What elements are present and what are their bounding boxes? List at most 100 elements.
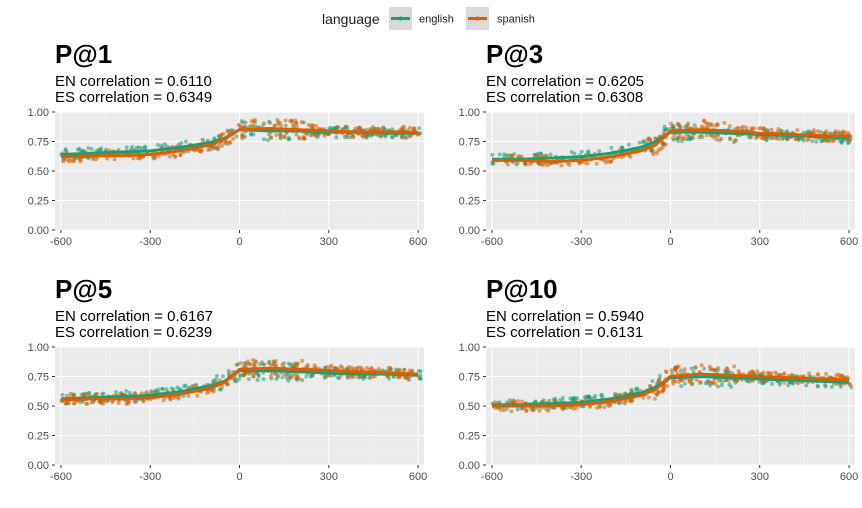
data-point <box>628 399 633 404</box>
data-point <box>509 153 514 158</box>
data-point <box>560 395 565 400</box>
data-point <box>694 378 699 383</box>
legend-item-spanish: spanish <box>466 7 535 30</box>
data-point <box>359 366 364 371</box>
data-point <box>760 135 765 140</box>
data-point <box>691 369 696 374</box>
data-point <box>288 375 293 380</box>
data-point <box>776 126 781 131</box>
data-point <box>124 145 129 150</box>
data-point <box>133 400 138 405</box>
data-point <box>537 408 542 413</box>
data-point <box>725 366 730 371</box>
data-point <box>539 162 544 167</box>
data-point <box>715 368 720 373</box>
data-point <box>212 145 217 150</box>
data-point <box>709 121 714 126</box>
y-tick-label: 1.00 <box>28 342 49 354</box>
data-point <box>160 386 165 391</box>
data-point <box>682 367 687 372</box>
data-point <box>380 125 385 130</box>
y-tick-label: 0.00 <box>28 225 49 237</box>
data-point <box>220 374 225 379</box>
data-point <box>260 123 265 128</box>
data-point <box>597 404 602 409</box>
x-tick-label: 600 <box>840 236 858 248</box>
data-point <box>776 137 781 142</box>
y-tick-label: 0.50 <box>28 166 49 178</box>
data-point <box>399 134 404 139</box>
data-point <box>675 371 680 376</box>
data-point <box>641 395 646 400</box>
data-point <box>712 368 717 373</box>
data-point <box>682 381 687 386</box>
data-point <box>547 398 552 403</box>
data-point <box>629 387 634 392</box>
data-point <box>133 391 138 396</box>
data-point <box>225 382 230 387</box>
data-point <box>603 160 608 165</box>
data-point <box>389 134 394 139</box>
data-point <box>334 135 339 140</box>
data-point <box>244 361 249 366</box>
panel-subtitle-en: EN correlation = 0.6205 <box>486 73 644 90</box>
data-point <box>637 140 642 145</box>
data-point <box>634 386 639 391</box>
data-point <box>285 372 290 377</box>
x-tick-label: 600 <box>840 471 858 483</box>
x-tick-label: 0 <box>236 471 242 483</box>
data-point <box>249 119 254 124</box>
data-point <box>559 163 564 168</box>
data-point <box>646 395 651 400</box>
data-point <box>343 124 348 129</box>
data-point <box>386 365 391 370</box>
data-point <box>781 372 786 377</box>
data-point <box>502 152 507 157</box>
data-point <box>814 139 819 144</box>
data-point <box>287 137 292 142</box>
data-point <box>579 149 584 154</box>
data-point <box>407 125 412 130</box>
data-point <box>732 364 737 369</box>
data-point <box>663 142 668 147</box>
data-point <box>693 365 698 370</box>
data-point <box>214 374 219 379</box>
data-point <box>679 384 684 389</box>
data-point <box>253 359 258 364</box>
data-point <box>314 123 319 128</box>
data-point <box>689 366 694 371</box>
y-tick-label: 0.75 <box>459 372 480 384</box>
data-point <box>113 390 118 395</box>
data-point <box>770 381 775 386</box>
data-point <box>94 392 99 397</box>
data-point <box>509 409 514 414</box>
data-point <box>294 132 299 137</box>
data-point <box>815 384 820 389</box>
data-point <box>60 392 65 397</box>
panel-subtitle-es: ES correlation = 0.6239 <box>55 324 212 341</box>
data-point <box>240 134 245 139</box>
data-point <box>568 396 573 401</box>
data-point <box>112 157 117 162</box>
data-point <box>705 121 710 126</box>
data-point <box>322 373 327 378</box>
data-point <box>682 370 687 375</box>
data-point <box>227 129 232 134</box>
trend-line-spanish <box>60 366 419 402</box>
legend-label-spanish: spanish <box>497 14 535 26</box>
data-point <box>714 137 719 142</box>
data-point <box>99 146 104 151</box>
data-point <box>531 407 536 412</box>
data-point <box>275 117 280 122</box>
data-point <box>77 156 82 161</box>
data-point <box>294 121 299 126</box>
legend-item-english: english <box>389 7 454 30</box>
data-point <box>691 135 696 140</box>
y-tick-label: 0.75 <box>28 372 49 384</box>
data-point <box>267 120 272 125</box>
data-point <box>238 361 243 366</box>
data-point <box>654 151 659 156</box>
data-point <box>183 383 188 388</box>
data-point <box>335 375 340 380</box>
data-point <box>162 142 167 147</box>
